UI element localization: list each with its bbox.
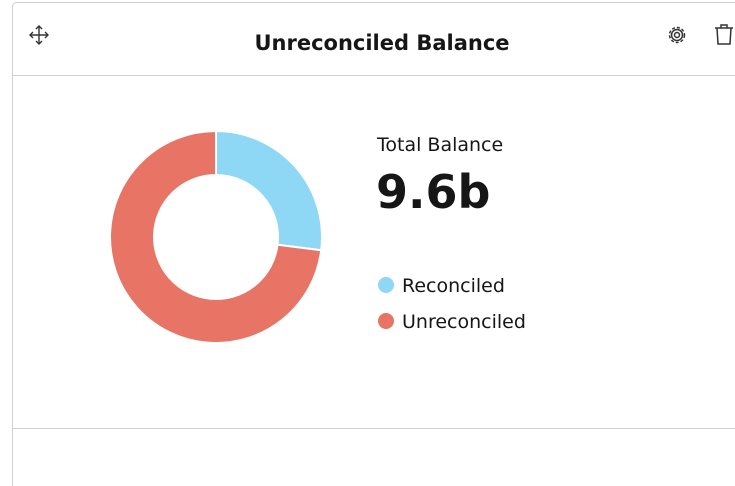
legend-label: Reconciled: [402, 275, 505, 297]
settings-icon[interactable]: [668, 26, 686, 44]
donut-chart: [109, 129, 323, 344]
move-icon[interactable]: [29, 25, 49, 45]
legend-swatch: [378, 277, 394, 293]
pie-segment: [109, 129, 323, 344]
widget-title: Unreconciled Balance: [254, 31, 509, 55]
legend: Reconciled Unreconciled: [378, 275, 526, 333]
delete-icon[interactable]: [715, 24, 733, 45]
card: [12, 2, 735, 486]
legend-swatch: [378, 313, 394, 329]
total-value: 9.6b: [376, 165, 490, 219]
total-label: Total Balance: [376, 134, 503, 156]
legend-label: Unreconciled: [402, 311, 526, 333]
